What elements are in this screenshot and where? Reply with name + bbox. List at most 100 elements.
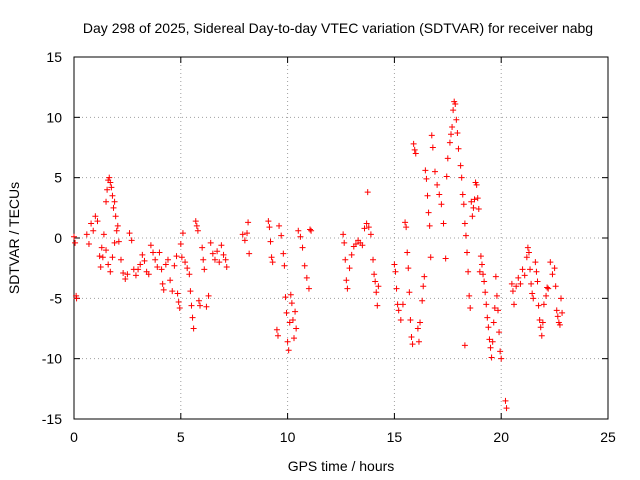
data-point [535, 302, 542, 309]
data-point [471, 196, 478, 203]
data-point [104, 186, 111, 193]
chart-title: Day 298 of 2025, Sidereal Day-to-day VTE… [83, 20, 593, 36]
data-point [411, 146, 418, 153]
data-point [266, 224, 273, 231]
data-point [175, 298, 182, 305]
data-point [405, 265, 412, 272]
data-point [154, 263, 161, 270]
data-point [267, 238, 274, 245]
data-point [207, 239, 214, 246]
data-point [519, 266, 526, 273]
data-point [209, 250, 216, 257]
data-point [502, 397, 509, 404]
data-point [132, 272, 139, 279]
data-point [92, 213, 99, 220]
data-point [188, 302, 195, 309]
data-point [458, 174, 465, 181]
data-point [361, 225, 368, 232]
data-point [239, 231, 246, 238]
data-point [193, 222, 200, 229]
data-point [299, 244, 306, 251]
data-point [216, 259, 223, 266]
data-point [167, 277, 174, 284]
data-point [344, 285, 351, 292]
x-tick-label: 0 [70, 429, 78, 445]
data-point [268, 254, 275, 261]
data-point [179, 230, 186, 237]
data-point [488, 354, 495, 361]
data-point [280, 250, 287, 257]
data-point [466, 292, 473, 299]
data-point [421, 273, 428, 280]
data-point [108, 184, 115, 191]
data-point [295, 227, 302, 234]
data-point [511, 301, 518, 308]
data-point [139, 251, 146, 258]
data-point [403, 224, 410, 231]
data-point [111, 198, 118, 205]
data-point [205, 292, 212, 299]
x-axis-label: GPS time / hours [288, 458, 395, 474]
data-point [150, 249, 157, 256]
data-point [448, 131, 455, 138]
data-point [286, 319, 293, 326]
data-point [480, 271, 487, 278]
data-point [394, 301, 401, 308]
data-point [470, 204, 477, 211]
data-point [156, 249, 163, 256]
data-point [199, 244, 206, 251]
data-point [491, 304, 498, 311]
data-point [399, 301, 406, 308]
data-point [415, 338, 422, 345]
data-point [524, 244, 531, 251]
data-point [359, 242, 366, 249]
data-point [490, 319, 497, 326]
data-point [450, 107, 457, 114]
data-point [285, 347, 292, 354]
data-point [528, 280, 535, 287]
data-point [189, 314, 196, 321]
data-point [265, 218, 272, 225]
y-tick-label: 15 [46, 49, 62, 65]
data-point [476, 268, 483, 275]
data-point [446, 139, 453, 146]
data-point [141, 257, 148, 264]
data-point [539, 319, 546, 326]
data-point [496, 329, 503, 336]
data-point [103, 198, 110, 205]
data-point [343, 277, 350, 284]
data-point [120, 269, 127, 276]
data-point [453, 116, 460, 123]
data-point [107, 268, 114, 275]
data-point [442, 255, 449, 262]
data-point [174, 290, 181, 297]
data-point [559, 309, 566, 316]
data-point [375, 283, 382, 290]
data-point [527, 266, 534, 273]
data-point [477, 253, 484, 260]
data-point [305, 285, 312, 292]
data-point [533, 268, 540, 275]
data-point [452, 101, 459, 108]
data-point [97, 263, 104, 270]
data-point [434, 181, 441, 188]
data-point [222, 256, 229, 263]
data-point [365, 224, 372, 231]
data-point [214, 248, 221, 255]
data-point [273, 326, 280, 333]
data-point [276, 222, 283, 229]
data-point [218, 242, 225, 249]
data-point [111, 239, 118, 246]
data-point [525, 249, 532, 256]
axis-ticks: 0 5 10 15 20 25 -15 -10 -5 0 5 10 15 [42, 49, 616, 445]
data-point [160, 286, 167, 293]
data-point [494, 307, 501, 314]
data-point [492, 273, 499, 280]
data-point [114, 222, 121, 229]
data-point [187, 288, 194, 295]
data-point [459, 191, 466, 198]
data-point [545, 285, 552, 292]
data-point [508, 280, 515, 287]
data-point [414, 325, 421, 332]
